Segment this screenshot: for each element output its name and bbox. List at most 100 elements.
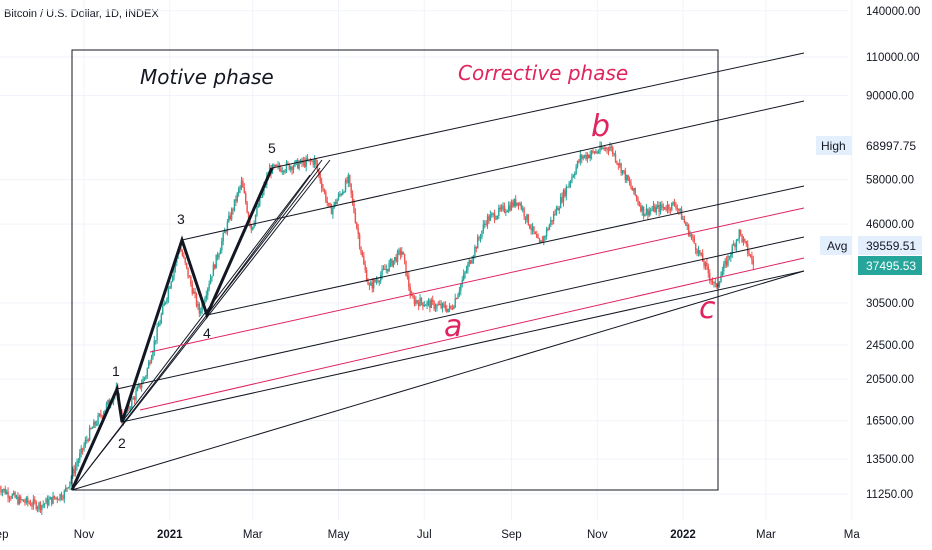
candle-body bbox=[413, 297, 416, 304]
fan-line-2 bbox=[121, 174, 311, 423]
candle-body bbox=[668, 204, 670, 210]
candle-body bbox=[557, 207, 559, 211]
candle-body bbox=[661, 204, 663, 208]
candle-body bbox=[347, 175, 350, 183]
candle-body bbox=[517, 202, 520, 206]
candle-body bbox=[228, 215, 230, 222]
candle-body bbox=[32, 499, 35, 506]
candle-body bbox=[204, 298, 206, 304]
candle-body bbox=[320, 181, 323, 188]
candle-body bbox=[257, 205, 260, 208]
candle-body bbox=[88, 427, 91, 441]
candle-body bbox=[391, 259, 393, 267]
candle-body bbox=[382, 268, 385, 270]
candle-body bbox=[406, 275, 409, 277]
candle-body bbox=[507, 205, 510, 212]
candle-body bbox=[102, 412, 105, 417]
candle-body bbox=[692, 236, 694, 238]
candle-body bbox=[575, 166, 577, 174]
candle-body bbox=[235, 199, 237, 202]
candle-body bbox=[446, 309, 448, 312]
candle-body bbox=[424, 305, 427, 307]
candle-body bbox=[149, 362, 151, 364]
candle-body bbox=[676, 207, 679, 209]
candle-body bbox=[273, 164, 275, 167]
candle-body bbox=[147, 362, 150, 369]
candle-body bbox=[295, 160, 298, 162]
candle-body bbox=[582, 156, 584, 159]
candle-body bbox=[744, 239, 746, 242]
candle-body bbox=[409, 287, 411, 296]
candle-body bbox=[298, 163, 300, 169]
channel-lower-2 bbox=[121, 270, 805, 423]
candle-body bbox=[529, 224, 531, 229]
candle-body bbox=[455, 298, 458, 300]
candle-body bbox=[379, 275, 382, 282]
candle-body bbox=[746, 243, 749, 254]
candle-body bbox=[550, 220, 552, 225]
candle-body bbox=[139, 384, 141, 388]
candle-body bbox=[230, 209, 233, 220]
candle-body bbox=[288, 163, 290, 170]
candle-body bbox=[207, 288, 209, 296]
candle-body bbox=[727, 256, 729, 266]
time-axis[interactable]: Sep Nov 2021 Mar May Jul Sep Nov 2022 Mar Ma bbox=[0, 529, 860, 541]
candle-body bbox=[675, 205, 677, 208]
candle-body bbox=[697, 250, 700, 254]
candle-body bbox=[569, 181, 572, 184]
candle-body bbox=[468, 260, 470, 265]
candle-body bbox=[261, 191, 264, 198]
candle-body bbox=[195, 293, 198, 306]
x-tick-label: Mar bbox=[756, 529, 776, 541]
candle-body bbox=[745, 241, 747, 244]
candle-body bbox=[333, 202, 335, 208]
candle-body bbox=[718, 282, 721, 285]
candle-body bbox=[159, 322, 161, 326]
candle-body bbox=[647, 208, 649, 216]
candle-body bbox=[597, 151, 600, 153]
candle-body bbox=[282, 170, 285, 172]
candle-body bbox=[152, 351, 154, 358]
candle-body bbox=[659, 204, 662, 212]
candle-body bbox=[516, 202, 518, 206]
candle-body bbox=[408, 276, 410, 288]
candle-body bbox=[157, 325, 160, 327]
candle-body bbox=[209, 278, 212, 284]
candle-body bbox=[304, 160, 306, 167]
candle-body bbox=[153, 340, 156, 352]
candle-body bbox=[596, 151, 598, 153]
candle-body bbox=[464, 272, 466, 274]
candle-body bbox=[155, 340, 157, 342]
candle-body bbox=[49, 497, 51, 500]
candle-body bbox=[492, 213, 494, 215]
candle-body bbox=[194, 291, 196, 294]
candle-body bbox=[280, 168, 282, 172]
candle-body bbox=[735, 240, 738, 248]
candle-body bbox=[364, 264, 366, 271]
candle-body bbox=[354, 212, 357, 223]
candle-body bbox=[617, 163, 620, 166]
candle-body bbox=[738, 229, 740, 240]
candle-body bbox=[652, 205, 655, 210]
candle-body bbox=[62, 498, 64, 500]
candle-body bbox=[595, 151, 597, 154]
candle-body bbox=[664, 207, 666, 210]
price-axis[interactable]: 140000.00 110000.00 90000.00 58000.00 46000.… bbox=[866, 6, 920, 501]
candle-body bbox=[52, 495, 54, 504]
candle-body bbox=[656, 205, 659, 208]
candle-body bbox=[482, 224, 485, 231]
candle-body bbox=[336, 199, 338, 205]
candle-body bbox=[329, 203, 331, 208]
candle-body bbox=[242, 180, 244, 188]
candle-body bbox=[74, 466, 77, 474]
candle-body bbox=[211, 276, 213, 279]
candle-body bbox=[637, 198, 639, 204]
candle-body bbox=[701, 253, 704, 262]
candle-body bbox=[222, 232, 224, 241]
candle-body bbox=[229, 215, 231, 220]
candle-body bbox=[604, 147, 607, 150]
candle-body bbox=[416, 300, 418, 303]
candle-body bbox=[583, 155, 586, 157]
candle-body bbox=[294, 161, 296, 167]
candle-body bbox=[484, 223, 486, 225]
